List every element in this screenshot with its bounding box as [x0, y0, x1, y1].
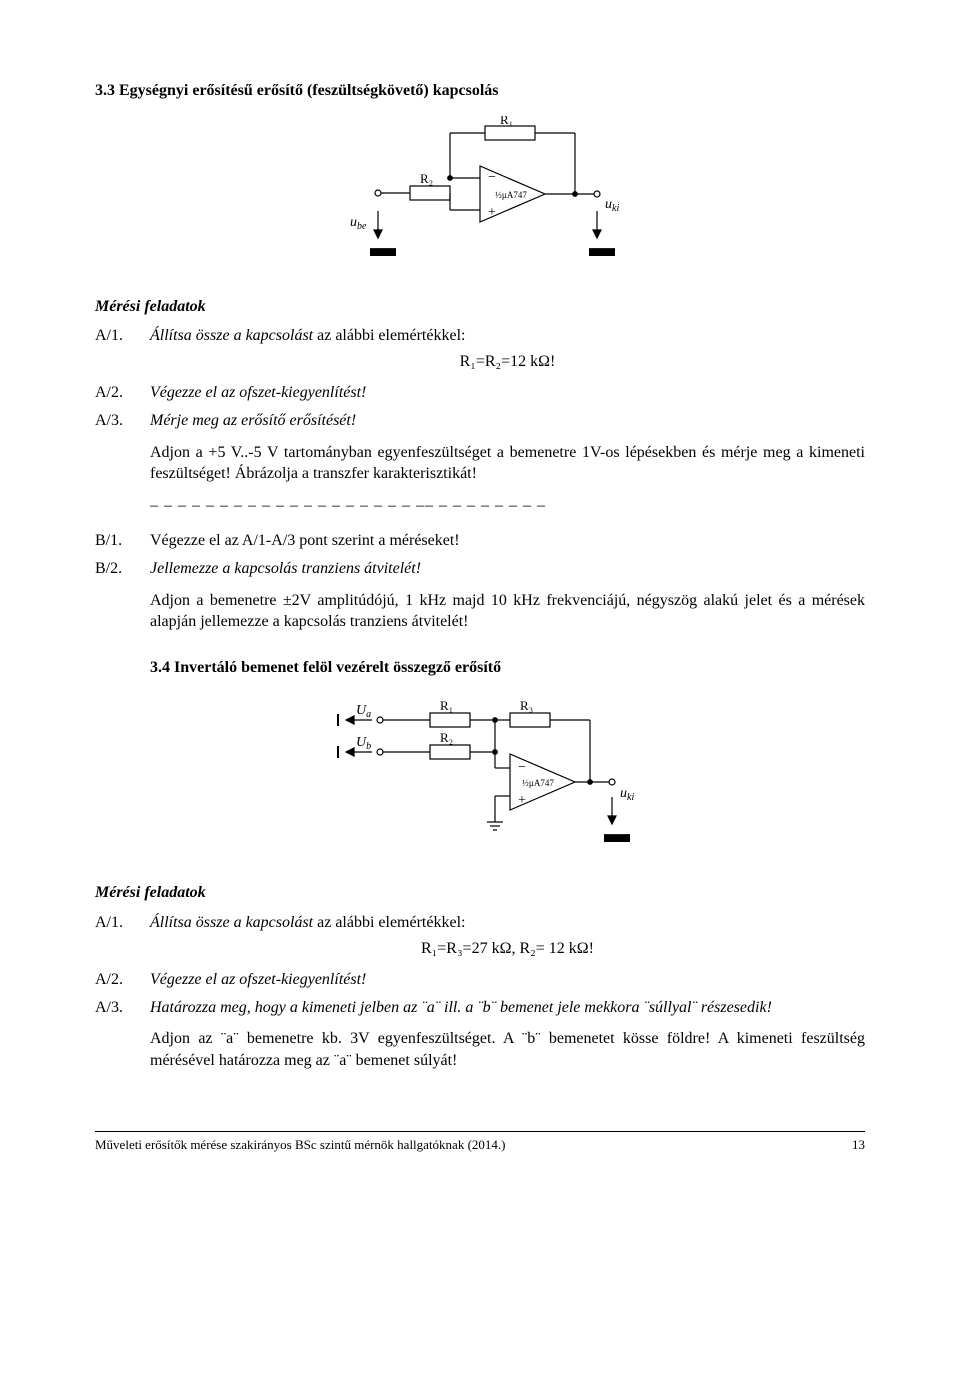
tasks-heading-34: Mérési feladatok: [95, 882, 865, 904]
amp-label-33: ½µA747: [495, 190, 527, 200]
ua-label: Ua: [356, 703, 371, 720]
ube-ground: ▬: [370, 233, 396, 262]
r3-label-34: R₃: [520, 698, 533, 713]
task-body: Jellemezze a kapcsolás tranziens átvitel…: [150, 558, 865, 580]
task-a3-33: A/3. Mérje meg az erősítő erősítését!: [95, 410, 865, 432]
dashed-divider: – – – – – – – – – – – – – – – – – – – ––…: [150, 495, 865, 517]
task-label: A/1.: [95, 912, 150, 963]
task-body: Végezze el az A/1-A/3 pont szerint a mér…: [150, 530, 865, 552]
task-label: A/3.: [95, 997, 150, 1019]
task-label: A/3.: [95, 410, 150, 432]
a1-34-rest: az alábbi elemértékkel:: [313, 914, 465, 931]
circuit-34-svg: − + ▬ Ua Ub R₁ R₂ R₃ ½µA747 uki: [320, 692, 640, 862]
task-a3-follow-33: Adjon a +5 V..-5 V tartományban egyenfes…: [150, 442, 865, 485]
b2-italic: Jellemezze a kapcsolás tranziens átvitel…: [150, 560, 421, 577]
ube-label: ube: [350, 215, 367, 232]
tasks-heading-33: Mérési feladatok: [95, 296, 865, 318]
diagram-33: − + ▬ ▬ R₁ R₂ ½µA747 ube uki: [95, 116, 865, 276]
plus-sign: +: [488, 205, 496, 220]
centered-values-34: R₁=R₃=27 kΩ, R₂= 12 kΩ!: [150, 938, 865, 960]
a3-34-follow: Adjon az ¨a¨ bemenetre kb. 3V egyenfeszü…: [150, 1028, 865, 1071]
task-b2-follow: Adjon a bemenetre ±2V amplitúdójú, 1 kHz…: [150, 590, 865, 633]
plus-sign-34: +: [518, 793, 526, 808]
uki-ground: ▬: [589, 233, 615, 262]
task-text-rest: az alábbi elemértékkel:: [313, 327, 465, 344]
r1-label-34: R₁: [440, 698, 453, 713]
task-label: B/2.: [95, 558, 150, 580]
uki-label-33: uki: [605, 197, 619, 214]
r2-label-34: R₂: [440, 730, 453, 745]
task-a3-34: A/3. Határozza meg, hogy a kimeneti jelb…: [95, 997, 865, 1019]
a3-34-italic: Határozza meg, hogy a kimeneti jelben az…: [150, 999, 772, 1016]
centered-values: R₁=R₂=12 kΩ!: [150, 351, 865, 373]
circuit-33-svg: − + ▬ ▬ R₁ R₂ ½µA747 ube uki: [330, 116, 630, 276]
diagram-34: − + ▬ Ua Ub R₁ R₂ R₃ ½µA747 uki: [95, 692, 865, 862]
task-a2-33: A/2. Végezze el az ofszet-kiegyenlítést!: [95, 382, 865, 404]
footer-left: Műveleti erősítők mérése szakirányos BSc…: [95, 1136, 505, 1154]
task-body: Mérje meg az erősítő erősítését!: [150, 410, 865, 432]
r2-label: R₂: [420, 171, 433, 186]
footer-right: 13: [852, 1136, 865, 1154]
a1-34-italic: Állítsa össze a kapcsolást: [150, 914, 313, 931]
page-footer: Műveleti erősítők mérése szakirányos BSc…: [95, 1131, 865, 1154]
task-label: A/2.: [95, 382, 150, 404]
ub-label: Ub: [356, 735, 371, 752]
section-34-heading: 3.4 Invertáló bemenet felöl vezérelt öss…: [150, 657, 865, 679]
uki-ground-34: ▬: [604, 819, 630, 848]
task-body: Végezze el az ofszet-kiegyenlítést!: [150, 382, 865, 404]
uki-label-34: uki: [620, 786, 634, 803]
task-body: Végezze el az ofszet-kiegyenlítést!: [150, 969, 865, 991]
task-text-italic-part: Állítsa össze a kapcsolást: [150, 327, 313, 344]
task-b1-33: B/1. Végezze el az A/1-A/3 pont szerint …: [95, 530, 865, 552]
task-b2-33: B/2. Jellemezze a kapcsolás tranziens át…: [95, 558, 865, 580]
minus-sign: −: [488, 170, 496, 185]
task-label: B/1.: [95, 530, 150, 552]
section-33-heading: 3.3 Egységnyi erősítésű erősítő (feszült…: [95, 80, 865, 102]
task-a1-33: A/1. Állítsa össze a kapcsolást az alább…: [95, 325, 865, 376]
amp-label-34: ½µA747: [522, 778, 554, 788]
task-body: Határozza meg, hogy a kimeneti jelben az…: [150, 997, 865, 1019]
minus-sign-34: −: [518, 760, 526, 775]
task-body: Állítsa össze a kapcsolást az alábbi ele…: [150, 912, 865, 963]
task-label: A/2.: [95, 969, 150, 991]
task-label: A/1.: [95, 325, 150, 376]
task-a2-34: A/2. Végezze el az ofszet-kiegyenlítést!: [95, 969, 865, 991]
task-body: Állítsa össze a kapcsolást az alábbi ele…: [150, 325, 865, 376]
task-a1-34: A/1. Állítsa össze a kapcsolást az alább…: [95, 912, 865, 963]
r1-label: R₁: [500, 116, 513, 127]
